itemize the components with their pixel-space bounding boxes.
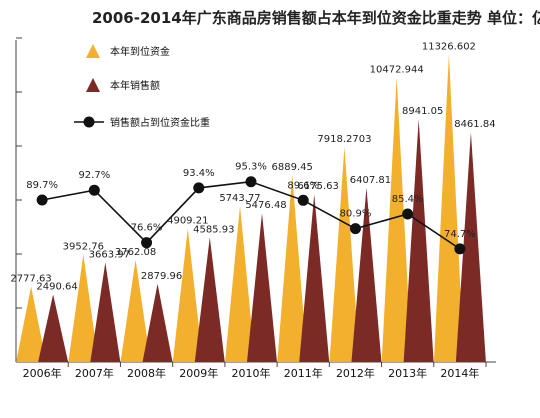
sales-spike (38, 294, 69, 362)
legend-funds-label: 本年到位资金 (110, 45, 170, 58)
funds-spike (329, 146, 360, 362)
sales-value-label: 6175.63 (298, 181, 339, 192)
funds-value-label: 5743.77 (219, 193, 260, 204)
ratio-value-label: 93.4% (183, 168, 215, 179)
ratio-point (88, 184, 100, 196)
funds-value-label: 3762.08 (115, 247, 156, 258)
sales-spike (142, 283, 173, 362)
x-tick-label: 2007年 (75, 366, 114, 380)
funds-value-label: 3952.76 (63, 242, 104, 253)
chart-title: 2006-2014年广东商品房销售额占本年到位资金比重走势 单位：亿元 (92, 9, 540, 27)
sales-value-label: 6407.81 (350, 175, 391, 186)
funds-spike (172, 228, 203, 362)
sales-spike (247, 213, 277, 362)
legend-sales-marker (86, 78, 100, 92)
funds-value-label: 7918.2703 (317, 134, 371, 145)
sales-value-label: 3663.97 (89, 249, 130, 260)
x-tick-label: 2013年 (388, 366, 427, 380)
legend-ratio-marker (83, 116, 95, 128)
ratio-value-label: 92.7% (78, 170, 110, 181)
ratio-point (297, 194, 309, 206)
ratio-point (349, 223, 361, 235)
ratio-value-label: 85.4% (392, 194, 424, 205)
sales-value-label: 2490.64 (36, 281, 77, 292)
funds-spike (277, 174, 308, 362)
funds-value-label: 2777.63 (10, 274, 51, 285)
sales-spike (90, 262, 121, 362)
ratio-value-label: 89.6% (287, 180, 319, 191)
sales-spike (403, 119, 434, 363)
funds-spike (68, 254, 99, 362)
ratio-value-label: 95.3% (235, 162, 267, 173)
ratio-point (36, 194, 48, 206)
x-tick-label: 2009年 (179, 366, 218, 380)
sales-value-label: 5476.48 (245, 200, 286, 211)
funds-value-label: 4909.21 (167, 216, 208, 227)
funds-value-label: 10472.944 (370, 64, 424, 75)
sales-spike (351, 187, 382, 362)
x-tick-label: 2012年 (336, 366, 375, 380)
legend-ratio-label: 销售额占到位资金比重 (110, 116, 210, 129)
sales-spike (299, 194, 330, 362)
sales-value-label: 8461.84 (454, 119, 495, 130)
x-tick-label: 2014年 (440, 366, 479, 380)
axis-layer: 2006年 2007年 2008年 2009年 2010年 2011年 2012年 2013年… (15, 37, 496, 380)
sales-value-label: 4585.93 (193, 224, 234, 235)
ratio-value-label: 80.9% (340, 209, 372, 220)
ratio-value-label: 89.7% (26, 180, 58, 191)
line-layer (36, 176, 466, 255)
ratio-value-label: 76.6% (131, 223, 163, 234)
x-tick-label: 2010年 (232, 366, 271, 380)
legend-sales-label: 本年销售额 (110, 79, 160, 92)
funds-value-label: 11326.602 (422, 41, 476, 52)
sales-spike (194, 237, 225, 362)
funds-spike (225, 205, 255, 362)
funds-value-label: 6889.45 (272, 162, 313, 173)
x-tick-label: 2008年 (127, 366, 166, 380)
sales-value-label: 2879.96 (141, 271, 182, 282)
funds-spike (120, 259, 151, 362)
sales-spike (455, 132, 486, 362)
ratio-value-label: 74.7% (444, 229, 476, 240)
funds-spike (433, 54, 464, 363)
ratio-point (141, 237, 153, 249)
funds-spike (16, 286, 47, 362)
legend-funds-marker (86, 44, 100, 58)
bar-layer (16, 54, 486, 363)
x-tick-label: 2011年 (284, 366, 323, 380)
ratio-point (245, 176, 257, 188)
ratio-point (193, 182, 205, 194)
funds-spike (381, 77, 412, 363)
x-tick-label: 2006年 (23, 366, 62, 380)
sales-value-label: 8941.05 (402, 106, 443, 117)
ratio-point (454, 243, 466, 255)
ratio-point (402, 208, 414, 220)
